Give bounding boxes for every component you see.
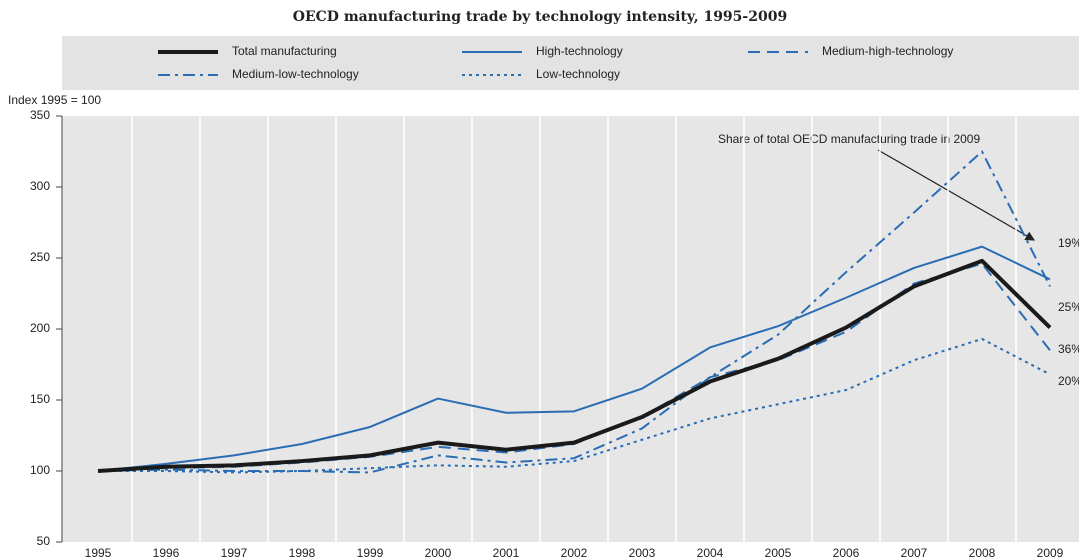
legend-label: High-technology bbox=[536, 44, 623, 58]
legend-label: Total manufacturing bbox=[232, 44, 337, 58]
legend-label: Low-technology bbox=[536, 67, 620, 81]
series-line bbox=[97, 258, 1052, 473]
y-tick-label: 300 bbox=[30, 179, 50, 193]
x-tick-label: 2002 bbox=[561, 546, 588, 560]
y-tick-label: 200 bbox=[30, 321, 50, 335]
y-tick-label: 100 bbox=[30, 463, 50, 477]
x-tick-label: 1996 bbox=[153, 546, 180, 560]
share-label: 20% bbox=[1058, 374, 1079, 388]
x-tick-label: 2001 bbox=[493, 546, 520, 560]
x-tick-label: 2003 bbox=[629, 546, 656, 560]
series-line bbox=[97, 150, 1051, 474]
annotation: Share of total OECD manufacturing trade … bbox=[718, 132, 980, 146]
x-tick-label: 2004 bbox=[697, 546, 724, 560]
share-label: 19% bbox=[1058, 236, 1079, 250]
x-tick-label: 1998 bbox=[289, 546, 316, 560]
y-axis-label: Index 1995 = 100 bbox=[8, 93, 101, 107]
chart-title: OECD manufacturing trade by technology i… bbox=[293, 9, 787, 25]
series-line bbox=[98, 337, 1051, 474]
x-tick-label: 2000 bbox=[425, 546, 452, 560]
legend-label: Medium-high-technology bbox=[822, 44, 953, 58]
y-tick-label: 50 bbox=[37, 534, 51, 548]
x-tick-label: 2006 bbox=[833, 546, 860, 560]
x-tick-label: 1995 bbox=[85, 546, 112, 560]
x-tick-label: 1999 bbox=[357, 546, 384, 560]
plot-area bbox=[62, 116, 1079, 542]
x-tick-label: 2009 bbox=[1037, 546, 1064, 560]
annotation-arrow bbox=[877, 149, 1036, 241]
x-tick-label: 2005 bbox=[765, 546, 792, 560]
y-tick-label: 350 bbox=[30, 108, 50, 122]
legend-box bbox=[62, 36, 1079, 90]
y-tick-label: 150 bbox=[30, 392, 50, 406]
y-tick-label: 250 bbox=[30, 250, 50, 264]
legend-label: Medium-low-technology bbox=[232, 67, 359, 81]
share-label: 36% bbox=[1058, 342, 1079, 356]
share-label: 25% bbox=[1058, 300, 1079, 314]
x-tick-label: 2008 bbox=[969, 546, 996, 560]
x-tick-label: 2007 bbox=[901, 546, 928, 560]
x-tick-label: 1997 bbox=[221, 546, 248, 560]
series-line bbox=[97, 245, 1051, 472]
